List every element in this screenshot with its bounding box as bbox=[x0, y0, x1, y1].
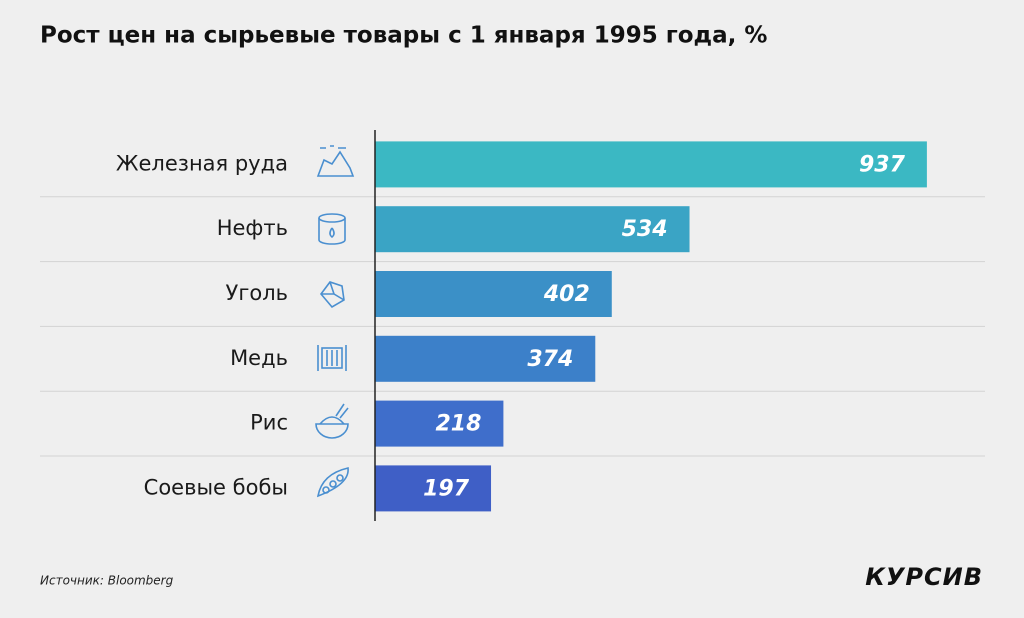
category-label: Железная руда bbox=[116, 151, 288, 175]
logo: КУРСИВ bbox=[865, 563, 983, 591]
value-label: 402 bbox=[543, 282, 590, 307]
icon-soy bbox=[316, 467, 349, 498]
category-label: Нефть bbox=[217, 216, 288, 240]
bar bbox=[375, 206, 690, 253]
icon-copper bbox=[317, 345, 347, 371]
value-label: 218 bbox=[435, 412, 481, 437]
icon-rice bbox=[315, 403, 349, 439]
value-label: 534 bbox=[622, 217, 668, 242]
source: Источник: Bloomberg bbox=[40, 574, 174, 588]
bar bbox=[375, 271, 612, 317]
value-label: 374 bbox=[527, 347, 573, 372]
category-label: Рис bbox=[250, 411, 288, 435]
icon-oil bbox=[318, 213, 346, 245]
bar bbox=[375, 400, 504, 447]
category-label: Уголь bbox=[226, 281, 288, 305]
icon-coal bbox=[319, 281, 345, 309]
category-label: Соевые бобы bbox=[144, 475, 288, 499]
icon-ore bbox=[316, 145, 355, 177]
value-label: 937 bbox=[859, 152, 906, 177]
bar bbox=[375, 141, 927, 188]
category-label: Медь bbox=[230, 346, 288, 370]
chart-title: Рост цен на сырьевые товары с 1 января 1… bbox=[40, 23, 767, 49]
value-label: 197 bbox=[423, 476, 470, 501]
bar bbox=[375, 335, 596, 382]
bar bbox=[375, 465, 492, 512]
icons bbox=[315, 145, 355, 498]
